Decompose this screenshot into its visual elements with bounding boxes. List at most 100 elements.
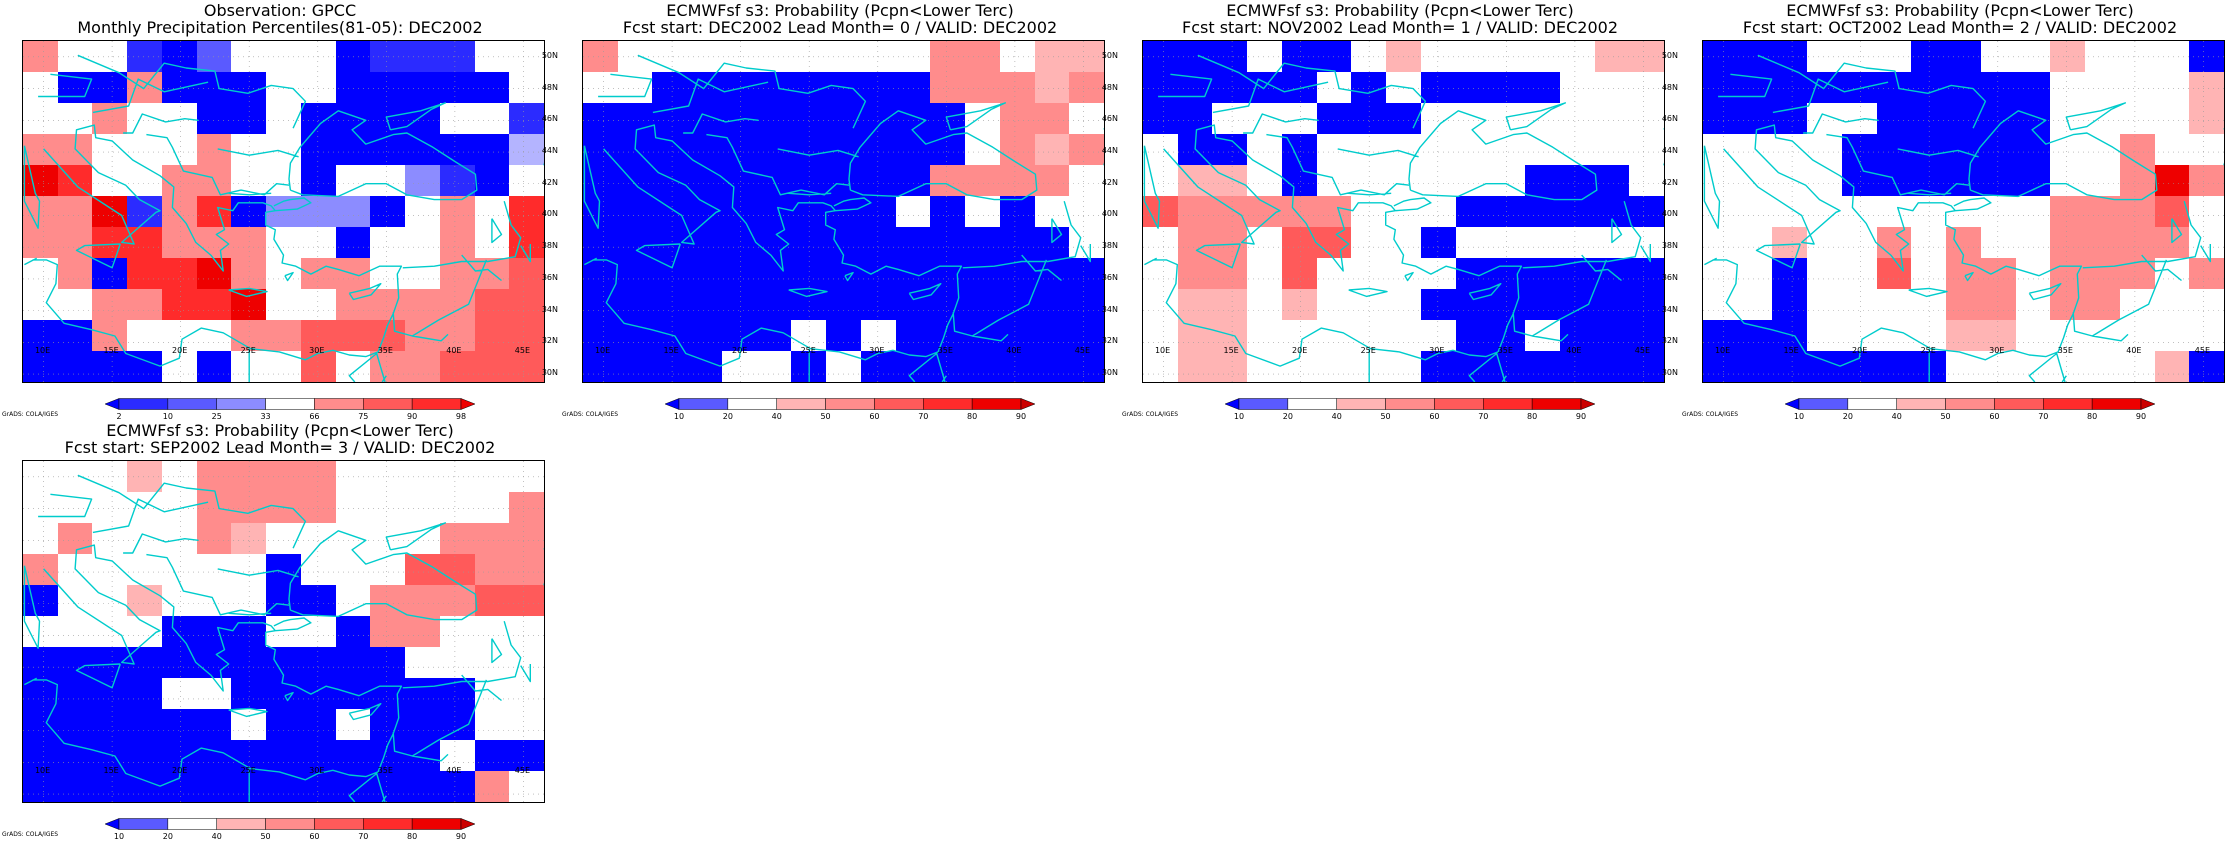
grid-cell <box>300 523 336 554</box>
grid-cell <box>652 196 688 227</box>
grid-cell <box>826 134 861 165</box>
grid-cell <box>791 289 827 320</box>
grid-cell <box>860 258 896 289</box>
colorbar-label: 75 <box>358 412 369 421</box>
grid-cell <box>1559 103 1595 134</box>
grid-cell <box>2189 165 2224 196</box>
grid-cell <box>405 709 440 740</box>
grid-cell <box>509 289 544 320</box>
grid-cell <box>791 320 827 351</box>
grid-cell <box>1876 196 1912 227</box>
grid-cell <box>266 585 301 616</box>
grid-cell <box>405 258 440 289</box>
colorbar-swatch <box>314 398 364 410</box>
colorbar-swatch <box>216 818 266 830</box>
coastline-overlay <box>1703 41 2224 382</box>
grid-cell <box>930 227 966 258</box>
grid-cell <box>1420 351 1456 382</box>
grid-cell <box>474 289 510 320</box>
grid-cell <box>1737 227 1773 258</box>
colorbar-swatch <box>265 818 315 830</box>
grid-cell <box>196 523 232 554</box>
grid-cell <box>161 165 197 196</box>
grid-cell <box>2119 72 2155 103</box>
grid-cell <box>405 647 440 678</box>
grid-cell <box>999 134 1035 165</box>
grid-cell <box>1420 320 1456 351</box>
grid-cell <box>2050 289 2086 320</box>
grid-cell <box>583 258 618 289</box>
map-title-line: Observation: GPCC <box>203 1 357 20</box>
grid-cell <box>1143 258 1178 289</box>
colorbar-label: 80 <box>967 412 978 421</box>
grid-cell <box>1911 103 1947 134</box>
grid-cell <box>1629 72 1664 103</box>
lat-tick-label: 46N <box>1101 114 1118 124</box>
colorbar-swatch <box>167 398 217 410</box>
grid-cell <box>335 647 371 678</box>
coastline-overlay <box>23 41 544 382</box>
grid-cell <box>23 165 58 196</box>
grid-cell <box>57 227 93 258</box>
grid-cell <box>127 678 162 709</box>
grid-cell <box>196 289 232 320</box>
grid-cell <box>509 461 544 492</box>
colorbar-label: 50 <box>1940 412 1951 421</box>
grid-cell <box>1386 289 1421 320</box>
colorbar <box>665 398 1035 410</box>
grid-cell <box>1177 41 1213 72</box>
grid-cell <box>687 289 722 320</box>
grid-cell <box>196 134 232 165</box>
colorbar-swatch <box>776 398 826 410</box>
grid-cell <box>1594 165 1630 196</box>
grid-cell <box>439 320 475 351</box>
grid-cell <box>687 258 722 289</box>
grid-cell <box>826 103 861 134</box>
grid-cell <box>266 554 301 585</box>
grid-cell <box>860 103 896 134</box>
grid-cell <box>1876 72 1912 103</box>
grid-cell <box>92 103 128 134</box>
grid-cell <box>1281 289 1317 320</box>
grid-cell <box>1351 289 1387 320</box>
grid-cell <box>1420 289 1456 320</box>
grid-cell <box>23 678 58 709</box>
grid-cell <box>1212 41 1248 72</box>
grid-cell <box>2154 103 2190 134</box>
grid-cell <box>1143 134 1178 165</box>
grid-cell <box>474 72 510 103</box>
grid-cell <box>617 103 653 134</box>
grid-cell <box>2050 103 2086 134</box>
colorbar-swatch <box>1798 398 1849 410</box>
grid-cell <box>826 289 861 320</box>
grid-cell <box>1737 103 1773 134</box>
grid-cell <box>1594 72 1630 103</box>
grid-cell <box>1143 196 1178 227</box>
colorbar-swatch <box>265 398 315 410</box>
grid-cell <box>509 351 544 382</box>
grid-cell <box>1876 351 1912 382</box>
lat-tick-label: 38N <box>1101 241 1118 251</box>
grid-cell <box>791 196 827 227</box>
grid-cell <box>161 523 197 554</box>
grid-cell <box>335 740 371 771</box>
map-frame <box>1142 40 1665 383</box>
grid-cell <box>1212 103 1248 134</box>
map-panel-obs: Observation: GPCC Monthly Precipitation P… <box>0 0 560 421</box>
colorbar-swatch <box>216 398 266 410</box>
grid-cell <box>999 41 1035 72</box>
colorbar-label: 90 <box>455 832 467 841</box>
grid-cell <box>474 492 510 523</box>
grid-cell <box>1737 41 1773 72</box>
grid-cell <box>1559 41 1595 72</box>
grid-cell <box>2189 103 2224 134</box>
grid-cell <box>439 41 475 72</box>
grid-cell <box>370 196 406 227</box>
grid-cell <box>1525 196 1560 227</box>
grid-cell <box>23 320 58 351</box>
grid-cell <box>266 740 301 771</box>
grid-cell <box>2119 227 2155 258</box>
grid-cell <box>300 41 336 72</box>
grid-cell <box>2189 289 2224 320</box>
grid-cell <box>300 678 336 709</box>
